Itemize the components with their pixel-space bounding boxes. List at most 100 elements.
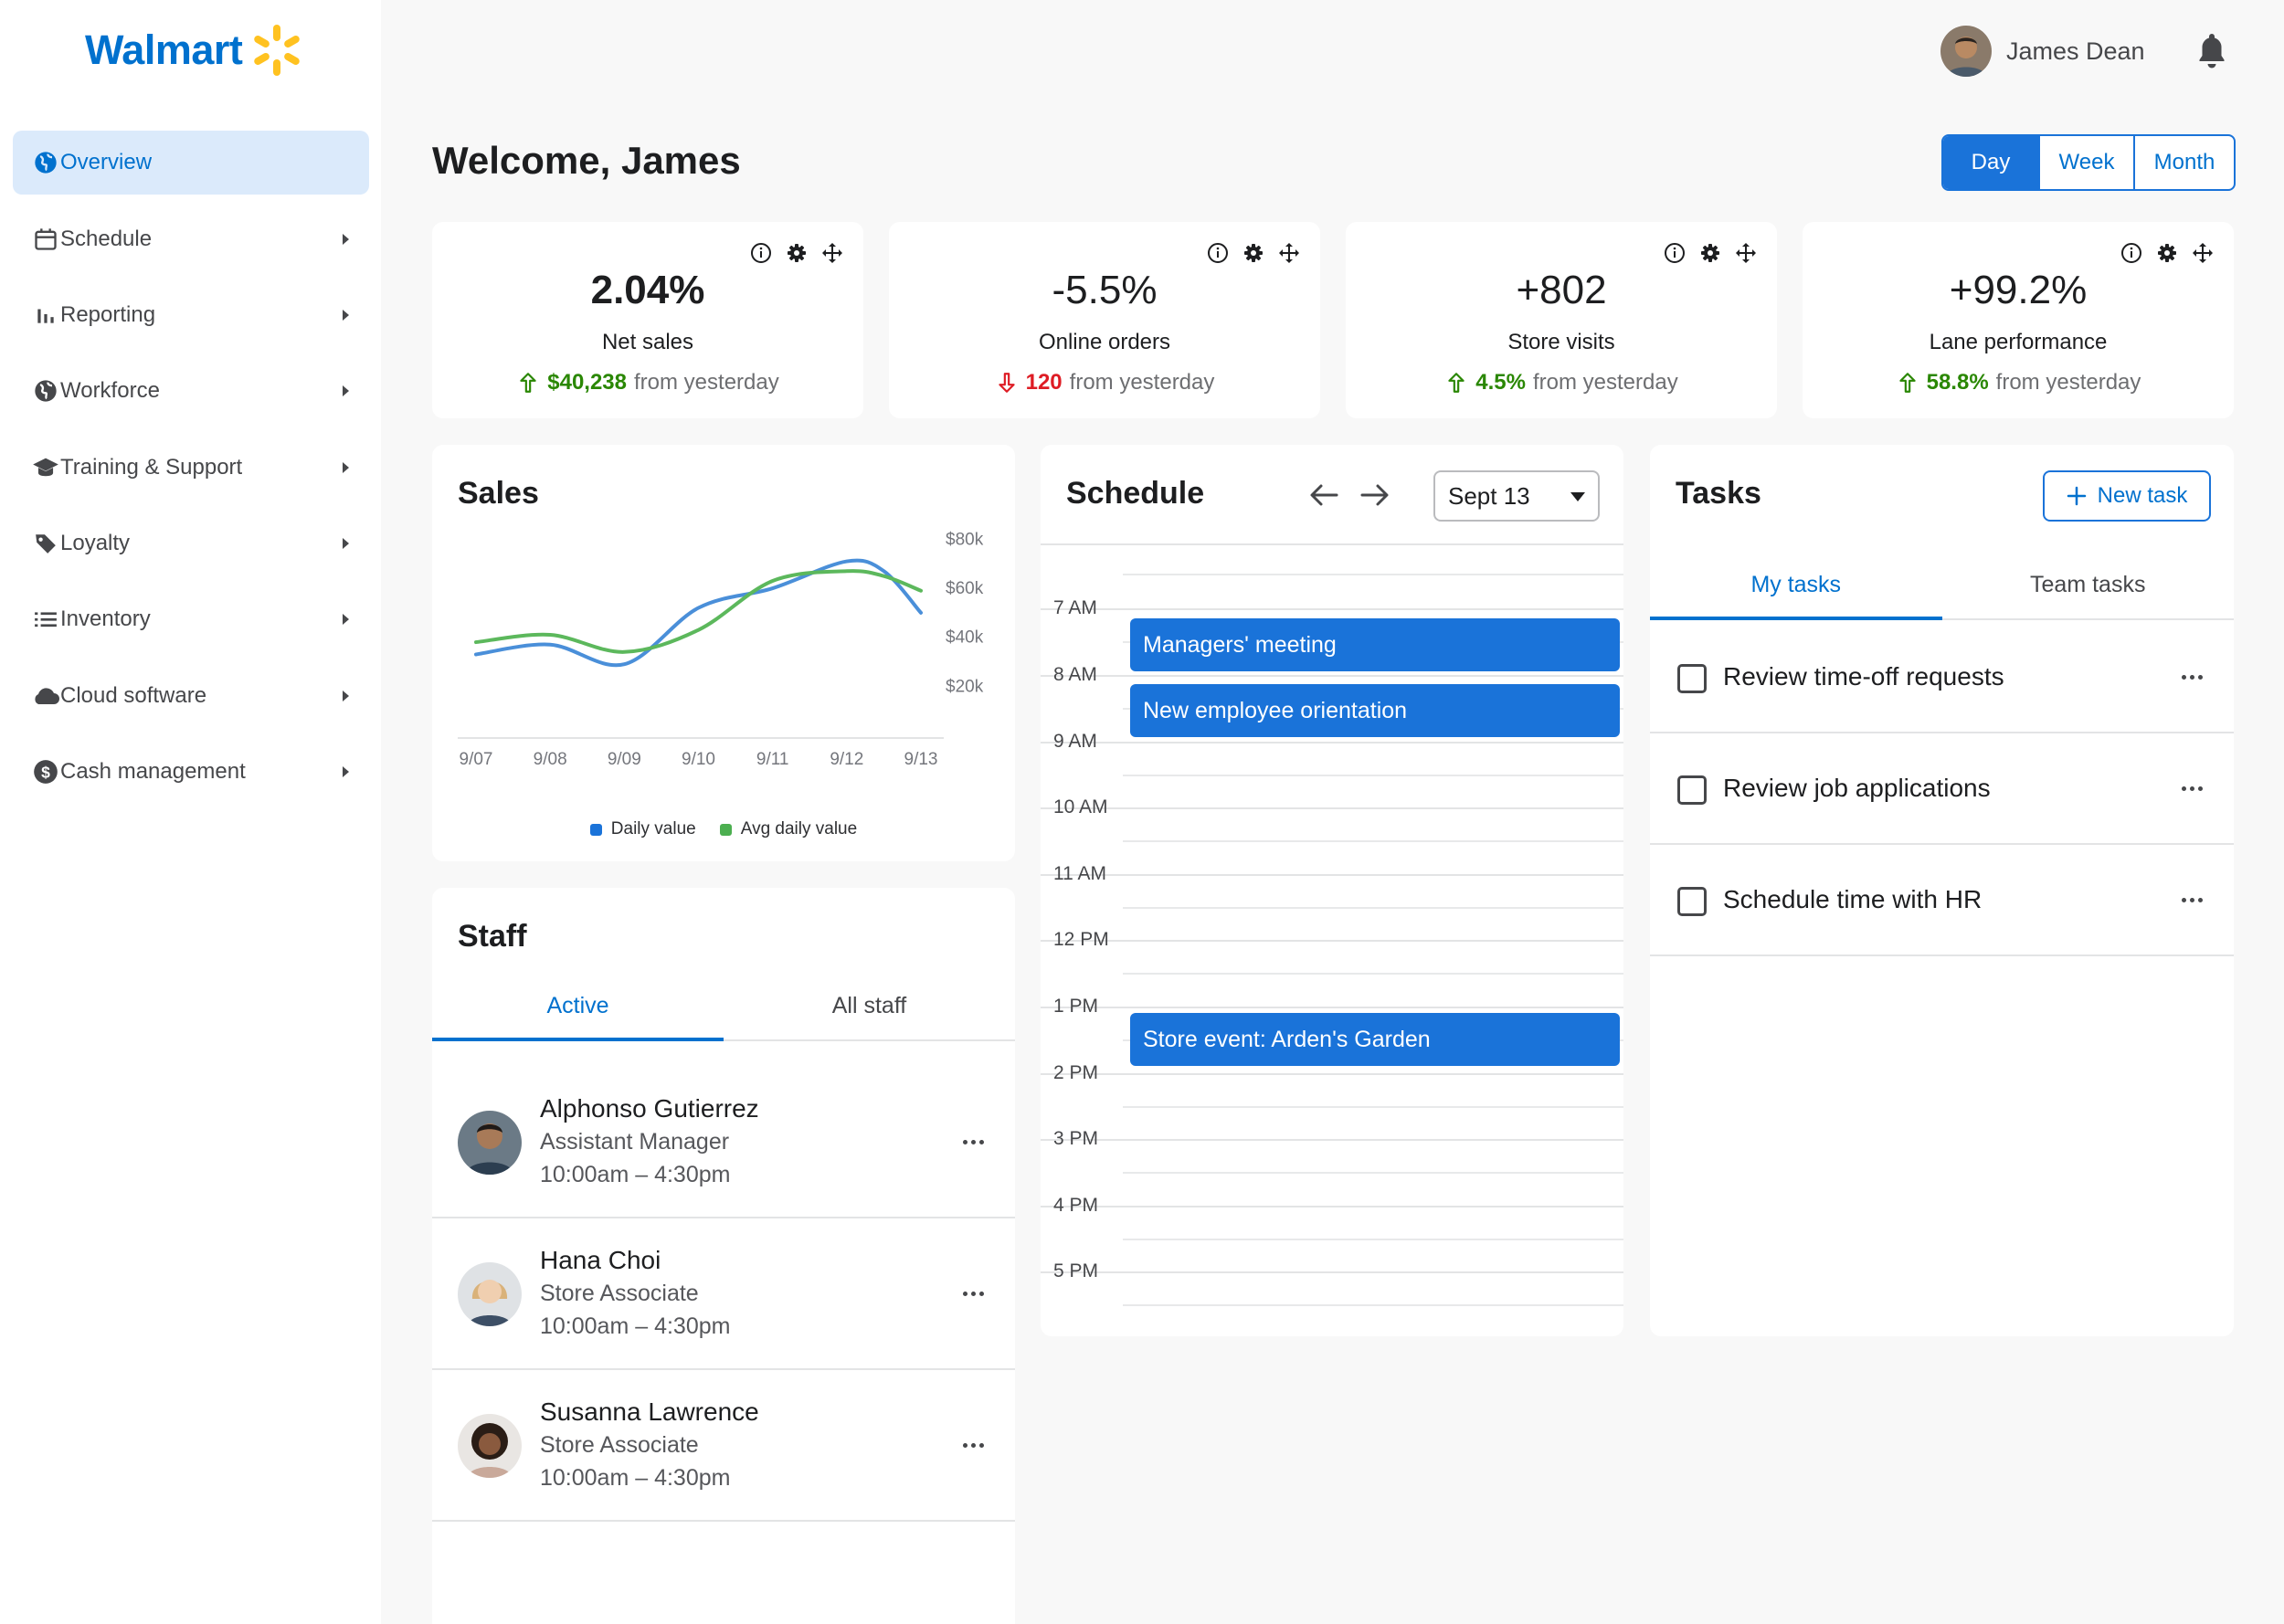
sidebar-item-loyalty[interactable]: Loyalty [13, 511, 369, 575]
half-hour-line [1123, 1172, 1623, 1174]
move-icon[interactable] [1278, 242, 1300, 264]
sidebar-item-inventory[interactable]: Inventory [13, 587, 369, 651]
staff-row[interactable]: Alphonso Gutierrez Assistant Manager 10:… [432, 1067, 1015, 1218]
info-icon[interactable] [1664, 242, 1686, 264]
sidebar-item-label: Inventory [60, 606, 151, 631]
sidebar-item-training-support[interactable]: Training & Support [13, 436, 369, 500]
kpi-suffix: from yesterday [634, 370, 779, 395]
half-hour-line [1123, 907, 1623, 909]
sidebar-item-overview[interactable]: Overview [13, 131, 369, 195]
move-icon[interactable] [1735, 242, 1757, 264]
kpi-card-lane-performance: +99.2% Lane performance 58.8% from yeste… [1803, 222, 2234, 418]
arrow-right-icon[interactable] [1359, 481, 1390, 509]
hour-label: 12 PM [1053, 929, 1109, 950]
more-options-icon[interactable] [2176, 670, 2208, 685]
schedule-event[interactable]: Store event: Arden's Garden [1130, 1013, 1620, 1066]
tasks-tabs: My tasks Team tasks [1650, 551, 2234, 620]
kpi-tools [1207, 242, 1300, 264]
schedule-event[interactable]: Managers' meeting [1130, 618, 1620, 671]
chart-legend: Daily value Avg daily value [432, 819, 1015, 839]
hour-line [1041, 807, 1623, 809]
range-day-button[interactable]: Day [1943, 136, 2038, 189]
more-options-icon[interactable] [957, 1286, 989, 1302]
kpi-value: -5.5% [1052, 268, 1158, 312]
sidebar-item-reporting[interactable]: Reporting [13, 283, 369, 347]
legend-swatch [589, 823, 602, 836]
arrow-up-icon [1444, 371, 1468, 395]
chevron-right-icon [340, 536, 351, 551]
daily-value-line [474, 558, 923, 668]
staff-hours: 10:00am – 4:30pm [540, 1465, 731, 1491]
arrow-left-icon[interactable] [1308, 481, 1339, 509]
move-icon[interactable] [2192, 242, 2214, 264]
range-month-button[interactable]: Month [2133, 136, 2234, 189]
bell-icon[interactable] [2195, 31, 2228, 69]
date-select[interactable]: Sept 13 [1433, 470, 1600, 522]
schedule-panel: Schedule Sept 13 7 AM 8 AM 9 AM 10 AM 11… [1041, 445, 1623, 1336]
sidebar-item-label: Cloud software [60, 683, 207, 708]
tasks-title: Tasks [1676, 476, 1761, 511]
logo-text: Walmart [85, 26, 243, 73]
schedule-event[interactable]: New employee orientation [1130, 684, 1620, 737]
task-checkbox[interactable] [1677, 775, 1707, 805]
graduation-cap-icon [20, 456, 71, 480]
half-hour-line [1123, 1106, 1623, 1108]
gear-icon[interactable] [1242, 242, 1264, 264]
move-icon[interactable] [821, 242, 843, 264]
more-options-icon[interactable] [957, 1134, 989, 1150]
tab-all-staff[interactable]: All staff [831, 992, 907, 1018]
user-menu[interactable]: James Dean [1940, 23, 2145, 79]
hour-label: 1 PM [1053, 996, 1099, 1017]
info-icon[interactable] [2120, 242, 2142, 264]
range-week-button[interactable]: Week [2038, 136, 2133, 189]
gear-icon[interactable] [1699, 242, 1721, 264]
sales-title: Sales [458, 476, 539, 511]
walmart-logo[interactable]: Walmart [85, 23, 302, 78]
tab-active[interactable]: Active [432, 972, 724, 1041]
sidebar-item-schedule[interactable]: Schedule [13, 207, 369, 271]
staff-row[interactable]: Hana Choi Store Associate 10:00am – 4:30… [432, 1218, 1015, 1370]
chevron-right-icon [340, 689, 351, 703]
gear-icon[interactable] [786, 242, 808, 264]
sidebar: Walmart Overview Schedule Reporti [0, 0, 381, 1624]
sidebar-item-cash-management[interactable]: $ Cash management [13, 740, 369, 804]
chevron-right-icon [340, 612, 351, 627]
task-checkbox[interactable] [1677, 887, 1707, 916]
more-options-icon[interactable] [957, 1438, 989, 1453]
kpi-change: 120 from yesterday [889, 370, 1320, 395]
plus-icon [2067, 486, 2087, 506]
legend-item: Daily value [589, 819, 696, 839]
sidebar-item-workforce[interactable]: Workforce [13, 359, 369, 423]
chevron-right-icon [340, 308, 351, 322]
sidebar-item-label: Workforce [60, 378, 160, 403]
hour-line [1041, 742, 1623, 743]
tab-team-tasks[interactable]: Team tasks [2030, 571, 2146, 597]
x-tick-label: 9/13 [904, 750, 938, 769]
avatar [1940, 26, 1992, 77]
staff-row[interactable]: Susanna Lawrence Store Associate 10:00am… [432, 1370, 1015, 1522]
task-checkbox[interactable] [1677, 664, 1707, 693]
grid-line [1041, 543, 1623, 545]
cloud-icon [20, 686, 71, 706]
staff-panel: Staff Active All staff Alphonso Gutierre… [432, 888, 1015, 1624]
sidebar-item-label: Reporting [60, 302, 156, 327]
half-hour-line [1123, 1239, 1623, 1240]
gear-icon[interactable] [2156, 242, 2178, 264]
info-icon[interactable] [750, 242, 772, 264]
hour-label: 11 AM [1053, 863, 1106, 884]
chevron-right-icon [340, 765, 351, 779]
new-task-button[interactable]: New task [2043, 470, 2211, 522]
y-tick-label: $40k [946, 628, 984, 648]
x-tick-label: 9/09 [608, 750, 641, 769]
x-tick-label: 9/07 [460, 750, 493, 769]
kpi-delta: $40,238 [547, 370, 628, 395]
kpi-value: +802 [1516, 268, 1607, 312]
more-options-icon[interactable] [2176, 781, 2208, 796]
sidebar-item-cloud-software[interactable]: Cloud software [13, 664, 369, 728]
staff-hours: 10:00am – 4:30pm [540, 1313, 731, 1339]
info-icon[interactable] [1207, 242, 1229, 264]
globe-icon [20, 378, 71, 404]
half-hour-line [1123, 840, 1623, 842]
more-options-icon[interactable] [2176, 892, 2208, 908]
tab-my-tasks[interactable]: My tasks [1650, 551, 1942, 620]
